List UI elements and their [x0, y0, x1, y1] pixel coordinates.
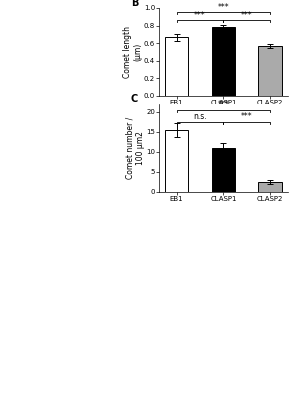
- Bar: [258, 182, 282, 192]
- Text: ***: ***: [218, 3, 229, 12]
- Bar: [165, 130, 188, 192]
- Y-axis label: Comet length
(µm): Comet length (µm): [123, 26, 142, 78]
- Bar: [165, 37, 188, 96]
- Text: ***: ***: [241, 112, 253, 122]
- Text: B: B: [131, 0, 138, 8]
- Text: ***: ***: [241, 11, 253, 20]
- Text: C: C: [131, 94, 138, 104]
- Bar: [258, 46, 282, 96]
- Text: n.s.: n.s.: [193, 112, 207, 122]
- Y-axis label: Comet number /
100 µm2: Comet number / 100 µm2: [125, 117, 145, 179]
- Text: ***: ***: [218, 100, 229, 110]
- Bar: [212, 27, 235, 96]
- Text: ***: ***: [194, 11, 206, 20]
- Bar: [212, 148, 235, 192]
